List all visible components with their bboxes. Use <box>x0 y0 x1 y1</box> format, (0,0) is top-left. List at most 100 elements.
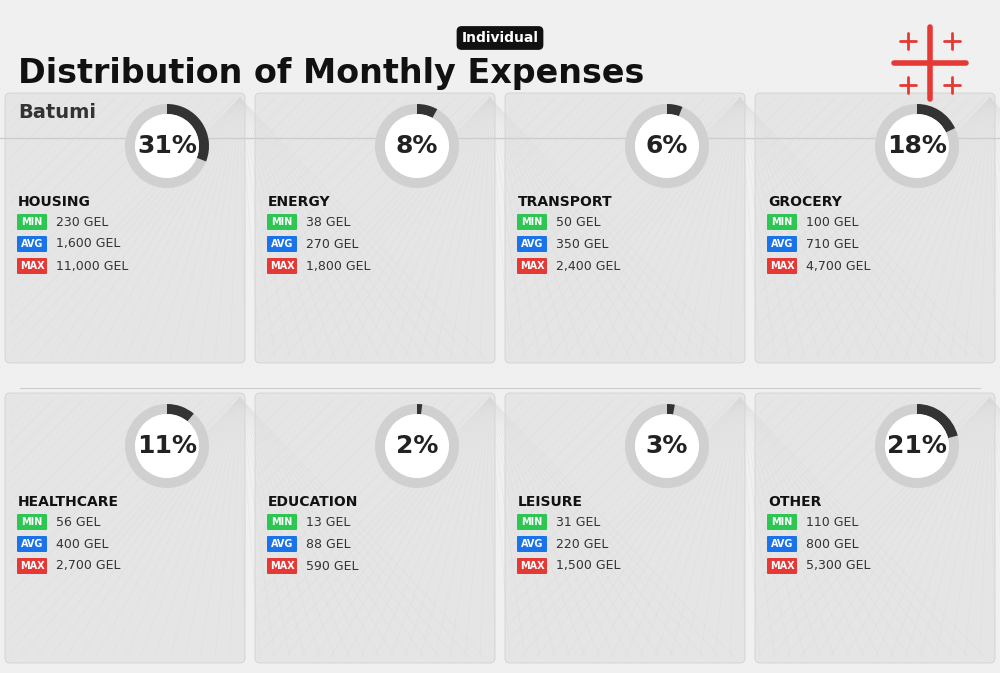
Text: MAX: MAX <box>770 261 794 271</box>
FancyBboxPatch shape <box>517 214 547 230</box>
FancyBboxPatch shape <box>267 214 297 230</box>
FancyBboxPatch shape <box>267 536 297 552</box>
Circle shape <box>635 114 699 178</box>
FancyBboxPatch shape <box>755 93 995 363</box>
Text: MAX: MAX <box>520 261 544 271</box>
Text: 110 GEL: 110 GEL <box>806 516 858 528</box>
Text: 88 GEL: 88 GEL <box>306 538 351 551</box>
Wedge shape <box>375 104 459 188</box>
Text: 21%: 21% <box>887 434 947 458</box>
Wedge shape <box>125 104 209 188</box>
Wedge shape <box>125 404 209 488</box>
Wedge shape <box>667 404 675 415</box>
Text: 1,500 GEL: 1,500 GEL <box>556 559 620 573</box>
Text: 800 GEL: 800 GEL <box>806 538 859 551</box>
Wedge shape <box>417 404 422 415</box>
Text: Individual: Individual <box>462 31 538 45</box>
Text: 11,000 GEL: 11,000 GEL <box>56 260 128 273</box>
Wedge shape <box>417 104 437 118</box>
Text: HEALTHCARE: HEALTHCARE <box>18 495 119 509</box>
Text: MIN: MIN <box>521 517 543 527</box>
Text: AVG: AVG <box>771 539 793 549</box>
Text: MIN: MIN <box>271 517 293 527</box>
FancyBboxPatch shape <box>17 536 47 552</box>
Text: MAX: MAX <box>270 261 294 271</box>
Circle shape <box>635 414 699 478</box>
FancyBboxPatch shape <box>505 93 745 363</box>
Text: 50 GEL: 50 GEL <box>556 215 601 229</box>
FancyBboxPatch shape <box>767 214 797 230</box>
Text: 18%: 18% <box>887 134 947 158</box>
Text: AVG: AVG <box>771 239 793 249</box>
FancyBboxPatch shape <box>17 558 47 574</box>
Text: LEISURE: LEISURE <box>518 495 583 509</box>
FancyBboxPatch shape <box>517 536 547 552</box>
FancyBboxPatch shape <box>755 393 995 663</box>
Text: MIN: MIN <box>271 217 293 227</box>
Text: 220 GEL: 220 GEL <box>556 538 608 551</box>
FancyBboxPatch shape <box>267 236 297 252</box>
Wedge shape <box>917 104 955 133</box>
FancyBboxPatch shape <box>767 236 797 252</box>
Text: ENERGY: ENERGY <box>268 195 331 209</box>
FancyBboxPatch shape <box>505 393 745 663</box>
Text: 400 GEL: 400 GEL <box>56 538 109 551</box>
Text: GROCERY: GROCERY <box>768 195 842 209</box>
FancyBboxPatch shape <box>5 393 245 663</box>
Text: MAX: MAX <box>270 561 294 571</box>
Circle shape <box>885 414 949 478</box>
Text: Distribution of Monthly Expenses: Distribution of Monthly Expenses <box>18 57 644 90</box>
Wedge shape <box>875 104 959 188</box>
Text: 100 GEL: 100 GEL <box>806 215 858 229</box>
Text: 4,700 GEL: 4,700 GEL <box>806 260 870 273</box>
Text: 2,400 GEL: 2,400 GEL <box>556 260 620 273</box>
Text: 5,300 GEL: 5,300 GEL <box>806 559 870 573</box>
Text: MAX: MAX <box>520 561 544 571</box>
Text: OTHER: OTHER <box>768 495 821 509</box>
Text: 13 GEL: 13 GEL <box>306 516 350 528</box>
Circle shape <box>385 414 449 478</box>
Wedge shape <box>667 104 682 116</box>
Text: MAX: MAX <box>20 561 44 571</box>
Text: AVG: AVG <box>21 539 43 549</box>
FancyBboxPatch shape <box>267 558 297 574</box>
FancyBboxPatch shape <box>517 558 547 574</box>
Text: AVG: AVG <box>21 239 43 249</box>
Wedge shape <box>167 404 194 421</box>
Text: 38 GEL: 38 GEL <box>306 215 351 229</box>
FancyBboxPatch shape <box>17 236 47 252</box>
FancyBboxPatch shape <box>255 93 495 363</box>
Text: 2%: 2% <box>396 434 438 458</box>
FancyBboxPatch shape <box>517 258 547 274</box>
Text: 350 GEL: 350 GEL <box>556 238 608 250</box>
FancyBboxPatch shape <box>517 514 547 530</box>
Text: AVG: AVG <box>521 239 543 249</box>
Text: 590 GEL: 590 GEL <box>306 559 358 573</box>
Text: MIN: MIN <box>21 517 43 527</box>
FancyBboxPatch shape <box>17 514 47 530</box>
Text: TRANSPORT: TRANSPORT <box>518 195 613 209</box>
Text: 1,800 GEL: 1,800 GEL <box>306 260 370 273</box>
Text: Batumi: Batumi <box>18 104 96 122</box>
Text: MAX: MAX <box>770 561 794 571</box>
Circle shape <box>385 114 449 178</box>
FancyBboxPatch shape <box>517 236 547 252</box>
FancyBboxPatch shape <box>267 514 297 530</box>
Text: MIN: MIN <box>21 217 43 227</box>
Text: 31%: 31% <box>137 134 197 158</box>
Text: MIN: MIN <box>771 517 793 527</box>
Text: AVG: AVG <box>271 239 293 249</box>
Text: 56 GEL: 56 GEL <box>56 516 101 528</box>
Wedge shape <box>167 104 209 162</box>
Text: AVG: AVG <box>521 539 543 549</box>
Text: AVG: AVG <box>271 539 293 549</box>
Wedge shape <box>375 404 459 488</box>
FancyBboxPatch shape <box>255 393 495 663</box>
FancyBboxPatch shape <box>767 258 797 274</box>
FancyBboxPatch shape <box>267 258 297 274</box>
Text: 31 GEL: 31 GEL <box>556 516 600 528</box>
Wedge shape <box>875 404 959 488</box>
Text: 3%: 3% <box>646 434 688 458</box>
Wedge shape <box>625 104 709 188</box>
Circle shape <box>135 414 199 478</box>
